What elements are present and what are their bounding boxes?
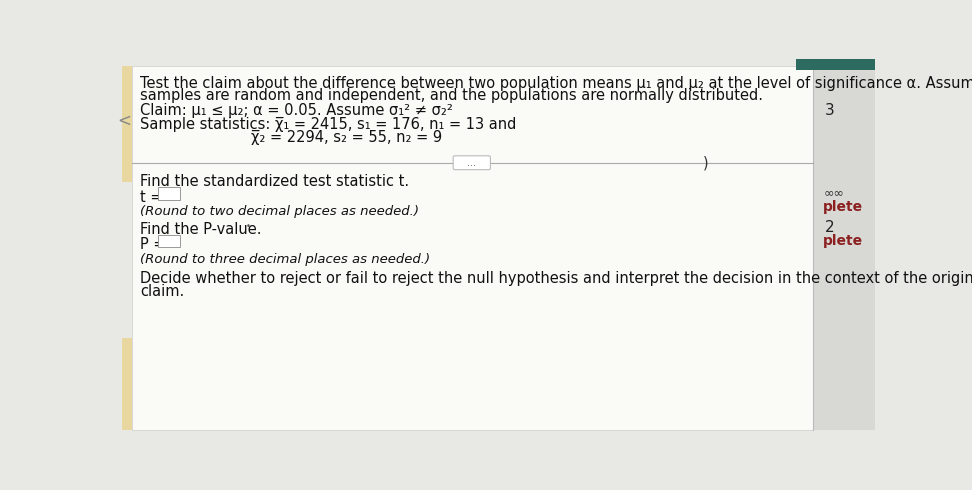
Text: (Round to three decimal places as needed.): (Round to three decimal places as needed… — [140, 253, 431, 266]
Text: ): ) — [703, 155, 709, 170]
FancyBboxPatch shape — [157, 187, 180, 200]
Text: Sample statistics: χ̅₁ = 2415, s₁ = 176, n₁ = 13 and: Sample statistics: χ̅₁ = 2415, s₁ = 176,… — [140, 117, 516, 132]
Text: Test the claim about the difference between two population means μ₁ and μ₂ at th: Test the claim about the difference betw… — [140, 76, 972, 91]
Text: ...: ... — [468, 158, 476, 168]
FancyBboxPatch shape — [122, 67, 132, 182]
Text: plete: plete — [823, 234, 863, 248]
FancyBboxPatch shape — [814, 67, 875, 430]
FancyBboxPatch shape — [453, 156, 491, 170]
Text: t =: t = — [140, 190, 162, 205]
FancyBboxPatch shape — [157, 235, 180, 247]
Text: P =: P = — [140, 238, 165, 252]
Text: Find the standardized test statistic t.: Find the standardized test statistic t. — [140, 174, 409, 189]
Text: (Round to two decimal places as needed.): (Round to two decimal places as needed.) — [140, 205, 419, 218]
Text: <: < — [118, 111, 131, 129]
FancyBboxPatch shape — [796, 59, 875, 70]
Text: Claim: μ₁ ≤ μ₂; α = 0.05. Assume σ₁² ≠ σ₂²: Claim: μ₁ ≤ μ₂; α = 0.05. Assume σ₁² ≠ σ… — [140, 103, 453, 119]
Text: χ̅₂ = 2294, s₂ = 55, n₂ = 9: χ̅₂ = 2294, s₂ = 55, n₂ = 9 — [140, 130, 442, 146]
FancyBboxPatch shape — [122, 338, 132, 430]
Text: 3: 3 — [825, 103, 835, 119]
Text: samples are random and independent, and the populations are normally distributed: samples are random and independent, and … — [140, 88, 763, 103]
Text: plete: plete — [823, 200, 863, 214]
Text: claim.: claim. — [140, 284, 185, 298]
FancyBboxPatch shape — [132, 67, 813, 430]
Text: •: • — [246, 222, 251, 231]
Text: 2: 2 — [825, 220, 835, 236]
Text: Find the P-value.: Find the P-value. — [140, 222, 261, 237]
Text: Decide whether to reject or fail to reject the null hypothesis and interpret the: Decide whether to reject or fail to reje… — [140, 270, 972, 286]
Text: ∞∞: ∞∞ — [823, 186, 845, 199]
